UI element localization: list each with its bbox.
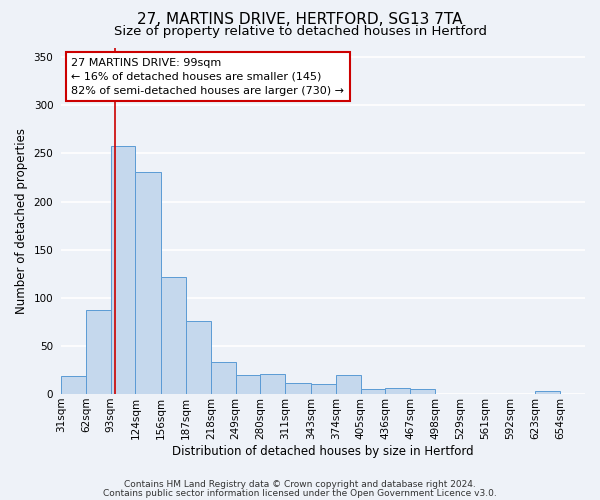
Bar (410, 389, 435, 394)
Bar (86, 310, 110, 394)
Bar (186, 321, 211, 394)
Text: Contains public sector information licensed under the Open Government Licence v3: Contains public sector information licen… (103, 488, 497, 498)
Bar (260, 374, 286, 394)
Bar (535, 391, 560, 394)
X-axis label: Distribution of detached houses by size in Hertford: Distribution of detached houses by size … (172, 444, 474, 458)
Bar (311, 384, 336, 394)
Bar (211, 362, 236, 394)
Bar (236, 375, 260, 394)
Bar (361, 389, 385, 394)
Bar (336, 375, 361, 394)
Bar (286, 384, 311, 394)
Bar (110, 146, 136, 394)
Text: 27 MARTINS DRIVE: 99sqm
← 16% of detached houses are smaller (145)
82% of semi-d: 27 MARTINS DRIVE: 99sqm ← 16% of detache… (71, 58, 344, 96)
Bar (385, 388, 410, 394)
Bar (136, 172, 161, 394)
Bar (161, 276, 186, 394)
Y-axis label: Number of detached properties: Number of detached properties (15, 128, 28, 314)
Bar (61, 376, 86, 394)
Text: 27, MARTINS DRIVE, HERTFORD, SG13 7TA: 27, MARTINS DRIVE, HERTFORD, SG13 7TA (137, 12, 463, 28)
Text: Size of property relative to detached houses in Hertford: Size of property relative to detached ho… (113, 25, 487, 38)
Text: Contains HM Land Registry data © Crown copyright and database right 2024.: Contains HM Land Registry data © Crown c… (124, 480, 476, 489)
